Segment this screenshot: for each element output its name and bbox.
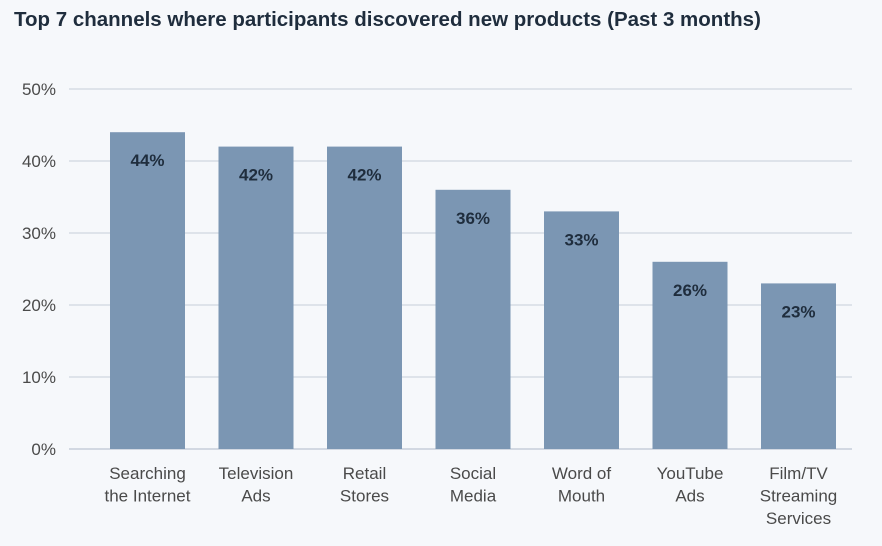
x-tick-label: Mouth [558, 487, 605, 506]
bar [761, 283, 836, 449]
data-label: 42% [239, 166, 273, 185]
y-tick-label: 50% [22, 80, 56, 99]
y-tick-label: 30% [22, 224, 56, 243]
x-tick-label: Stores [340, 487, 389, 506]
data-label: 42% [347, 166, 381, 185]
x-tick-label: Film/TV [769, 464, 828, 483]
bar [327, 146, 402, 449]
x-tick-label: Ads [241, 487, 270, 506]
data-label: 33% [564, 230, 598, 249]
data-label: 36% [456, 209, 490, 228]
y-tick-label: 20% [22, 296, 56, 315]
data-label: 23% [781, 302, 815, 321]
y-tick-label: 10% [22, 368, 56, 387]
x-tick-label: Media [450, 487, 497, 506]
x-tick-label: YouTube [657, 464, 724, 483]
x-tick-label: Retail [343, 464, 386, 483]
bar [110, 132, 185, 449]
x-tick-label: Social [450, 464, 496, 483]
x-tick-label: the Internet [104, 487, 190, 506]
x-tick-label: Ads [675, 487, 704, 506]
x-tick-label: Searching [109, 464, 186, 483]
x-tick-label: Streaming [760, 487, 837, 506]
bar [435, 189, 511, 450]
x-tick-label: Services [766, 509, 831, 528]
data-label: 44% [130, 151, 164, 170]
y-tick-label: 0% [31, 440, 56, 459]
data-label: 26% [673, 281, 707, 300]
x-tick-label: Television [219, 464, 294, 483]
bar [218, 146, 294, 449]
y-tick-label: 40% [22, 152, 56, 171]
chart-title: Top 7 channels where participants discov… [14, 8, 761, 31]
x-tick-label: Word of [552, 464, 611, 483]
bar [544, 211, 619, 449]
bar [652, 261, 728, 449]
